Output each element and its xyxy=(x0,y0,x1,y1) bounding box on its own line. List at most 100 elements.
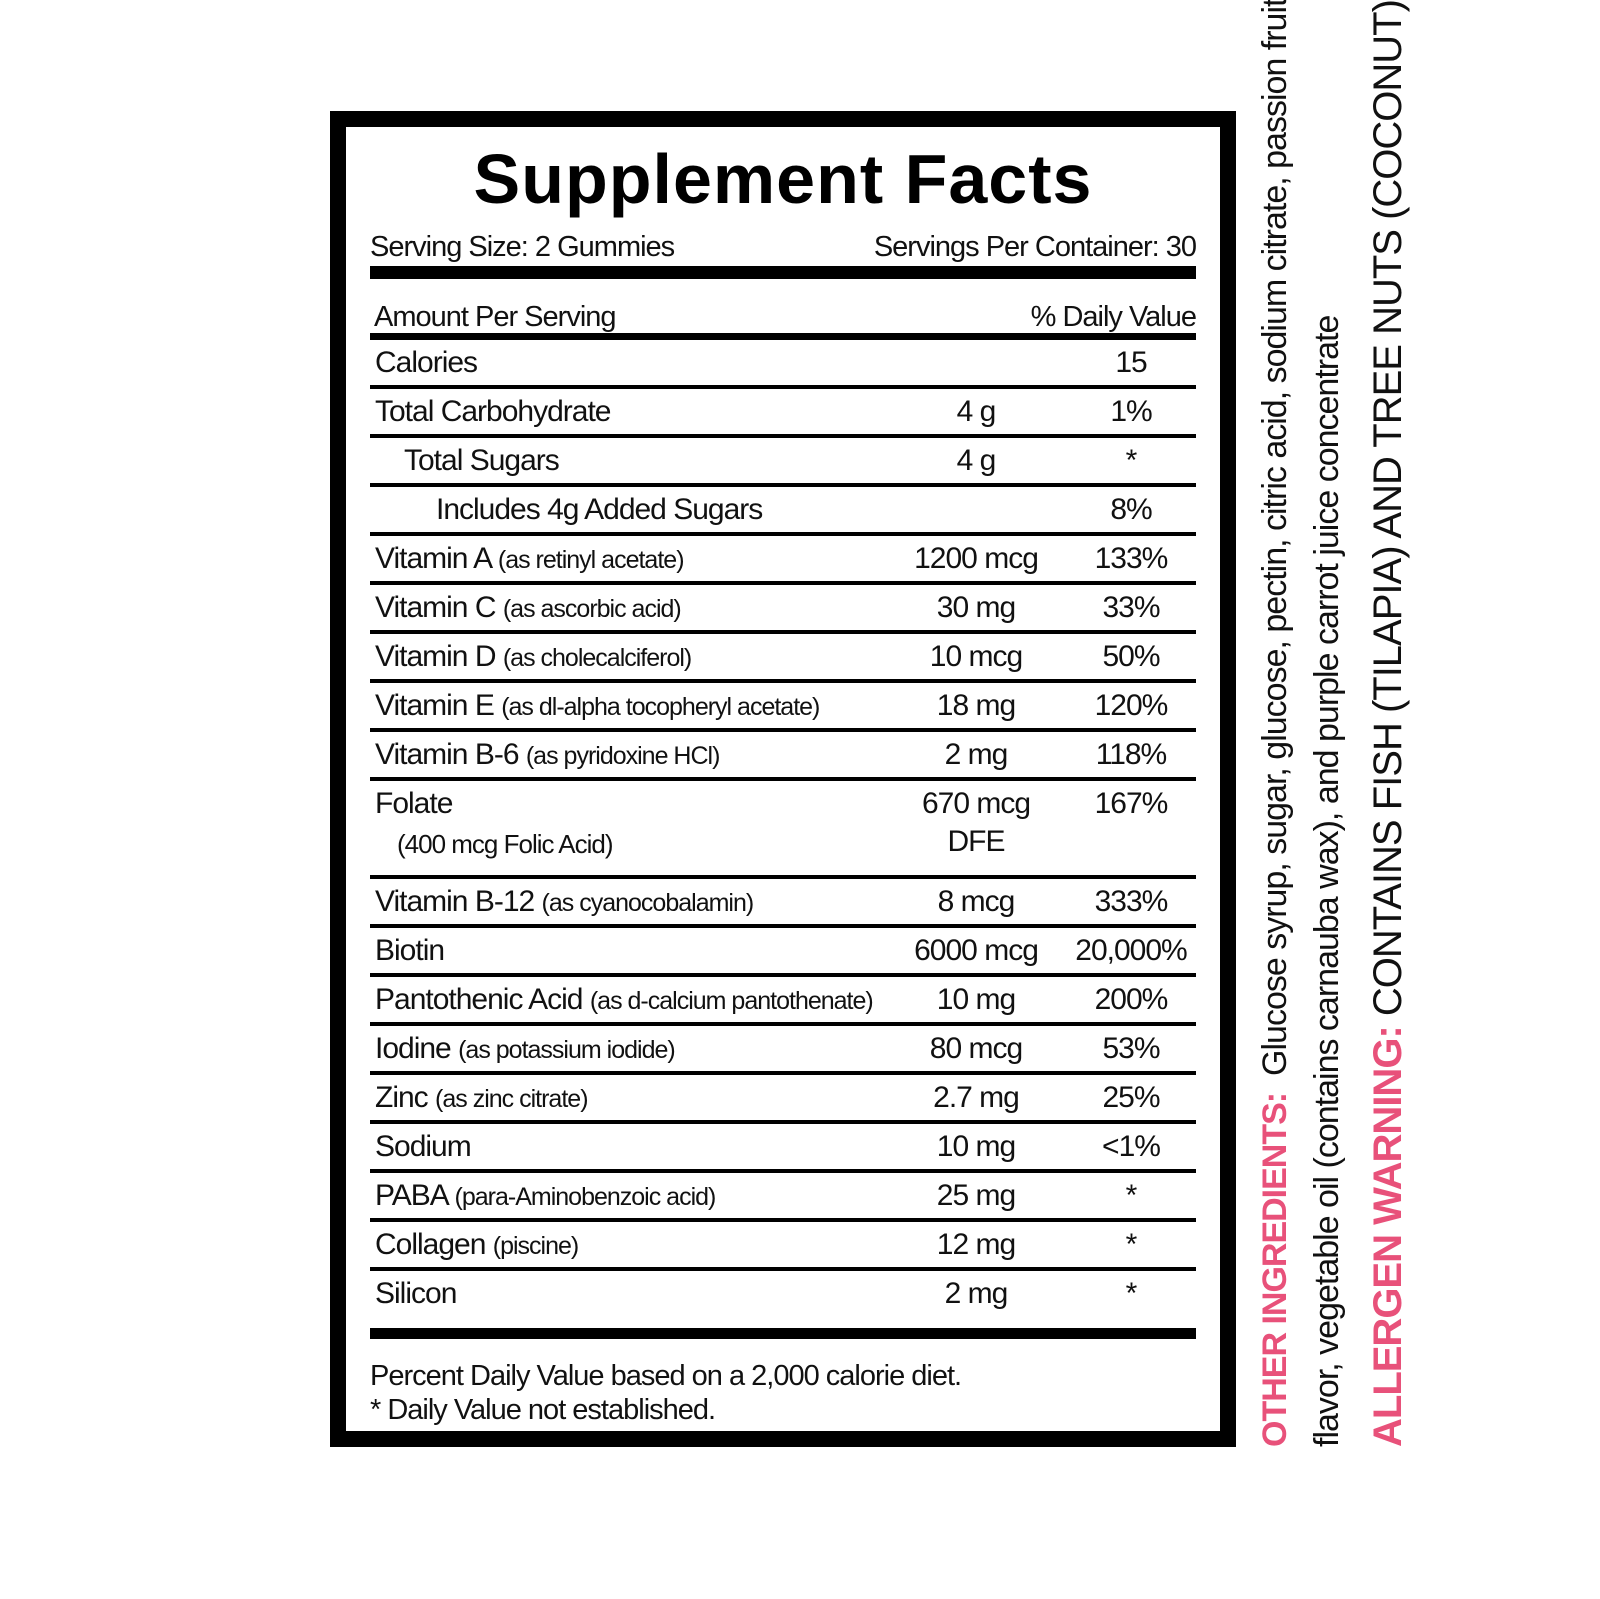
nutrient-name: Vitamin D xyxy=(375,640,496,673)
amount: 25 mg xyxy=(936,1179,1016,1212)
nutrient-source: (para-Aminobenzoic acid) xyxy=(454,1183,717,1211)
amount-cell: 4 g xyxy=(886,389,1066,429)
nutrient-row: Iodine (as potassium iodide) 80 mcg 53% xyxy=(370,1026,1196,1075)
amount: 6000 mcg xyxy=(914,934,1039,967)
amount-cell: 8 mcg xyxy=(886,879,1066,919)
nutrient-source: (as dl-alpha tocopheryl acetate) xyxy=(501,693,820,721)
amount-cell: 25 mg xyxy=(886,1173,1066,1213)
nutrient-source: (as cyanocobalamin) xyxy=(541,889,755,917)
amount-cell: 670 mcg DFE xyxy=(886,781,1066,859)
nutrient-source: (as d-calcium pantothenate) xyxy=(589,987,874,1015)
amount: 4 g xyxy=(956,444,997,477)
nutrient-name-cell: Zinc (as zinc citrate) xyxy=(370,1075,886,1115)
nutrient-name-cell: Vitamin B-6 (as pyridoxine HCl) xyxy=(370,732,886,772)
nutrient-row: Vitamin E (as dl-alpha tocopheryl acetat… xyxy=(370,683,1196,732)
serving-info: Serving Size: 2 Gummies Servings Per Con… xyxy=(370,231,1197,271)
column-header: Amount Per Serving % Daily Value xyxy=(370,301,1197,343)
nutrient-row: Vitamin A (as retinyl acetate) 1200 mcg 13… xyxy=(370,536,1196,585)
amount: 10 mg xyxy=(936,983,1016,1016)
nutrient-row: Total Carbohydrate 4 g 1% xyxy=(370,389,1196,438)
nutrient-source: (as potassium iodide) xyxy=(458,1036,676,1064)
daily-value: 53% xyxy=(1102,1032,1160,1065)
daily-value: 25% xyxy=(1102,1081,1160,1114)
nutrient-source: (as cholecalciferol) xyxy=(502,644,692,672)
daily-value: 133% xyxy=(1094,542,1169,575)
nutrient-row: Sodium 10 mg <1% xyxy=(370,1124,1196,1173)
nutrient-source: (as pyridoxine HCl) xyxy=(525,742,721,770)
nutrient-name-cell: Iodine (as potassium iodide) xyxy=(370,1026,886,1066)
amount-cell: 80 mcg xyxy=(886,1026,1066,1066)
allergen-label: ALLERGEN WARNING: xyxy=(1366,1026,1410,1447)
nutrient-name: Includes 4g Added Sugars xyxy=(436,493,763,526)
nutrient-name: PABA xyxy=(375,1179,448,1212)
amount: 10 mcg xyxy=(929,640,1023,673)
other-ingredients-line-1: OTHER INGREDIENTS: Glucose syrup, sugar,… xyxy=(1256,0,1295,1447)
daily-value: 33% xyxy=(1102,591,1160,624)
daily-value: <1% xyxy=(1102,1130,1161,1163)
nutrient-name: Iodine xyxy=(375,1032,452,1065)
medium-divider xyxy=(370,333,1196,340)
amount-cell: 4 g xyxy=(886,438,1066,478)
nutrient-name-cell: Vitamin E (as dl-alpha tocopheryl acetat… xyxy=(370,683,886,723)
amount-cell: 10 mg xyxy=(886,977,1066,1017)
daily-value: * xyxy=(1125,1277,1138,1310)
nutrient-name-cell: Biotin xyxy=(370,928,886,968)
amount: 1200 mcg xyxy=(914,542,1039,575)
footnote-daily-value: Percent Daily Value based on a 2,000 cal… xyxy=(370,1360,962,1392)
amount-cell: 2 mg xyxy=(886,1271,1066,1311)
nutrient-row: Pantothenic Acid (as d-calcium pantothen… xyxy=(370,977,1196,1026)
serving-size: Serving Size: 2 Gummies xyxy=(370,231,675,263)
nutrient-name: Sodium xyxy=(375,1130,472,1163)
nutrient-name-cell: Silicon xyxy=(370,1271,886,1311)
amount-unit: DFE xyxy=(947,825,1006,858)
panel-title: Supplement Facts xyxy=(473,140,1093,218)
amount: 670 mcg xyxy=(921,787,1031,820)
nutrient-source: (as ascorbic acid) xyxy=(502,595,682,623)
nutrient-name: Vitamin C xyxy=(375,591,496,624)
nutrient-row: Vitamin B-6 (as pyridoxine HCl) 2 mg 118% xyxy=(370,732,1196,781)
amount: 2 mg xyxy=(944,738,1009,771)
amount: 2 mg xyxy=(944,1277,1009,1310)
nutrient-row: Vitamin B-12 (as cyanocobalamin) 8 mcg 333… xyxy=(370,879,1196,928)
daily-value: 15 xyxy=(1115,346,1147,379)
amount-cell: 18 mg xyxy=(886,683,1066,723)
amount-cell: 30 mg xyxy=(886,585,1066,625)
servings-per-container: Servings Per Container: 30 xyxy=(873,231,1197,263)
daily-value: * xyxy=(1125,444,1138,477)
nutrient-name: Vitamin B-12 xyxy=(375,885,535,918)
daily-value: 50% xyxy=(1102,640,1160,673)
supplement-facts-panel: Supplement Facts Serving Size: 2 Gummies… xyxy=(330,111,1236,1447)
amount-cell: 10 mcg xyxy=(886,634,1066,674)
amount-cell: 6000 mcg xyxy=(886,928,1066,968)
daily-value: 8% xyxy=(1110,493,1152,526)
nutrient-name-cell: Sodium xyxy=(370,1124,886,1164)
nutrient-row: Vitamin D (as cholecalciferol) 10 mcg 50% xyxy=(370,634,1196,683)
nutrient-row: PABA (para-Aminobenzoic acid) 25 mg * xyxy=(370,1173,1196,1222)
nutrient-name: Calories xyxy=(375,346,478,379)
other-ingredients-label: OTHER INGREDIENTS: xyxy=(1256,1092,1294,1447)
daily-value: 1% xyxy=(1110,395,1152,428)
nutrient-row: Collagen (piscine) 12 mg * xyxy=(370,1222,1196,1271)
nutrient-name-cell: Vitamin B-12 (as cyanocobalamin) xyxy=(370,879,886,919)
nutrient-name: Zinc xyxy=(375,1081,429,1114)
nutrient-source: (as retinyl acetate) xyxy=(497,546,685,574)
daily-value: 167% xyxy=(1094,787,1169,820)
nutrient-name-cell: Calories xyxy=(370,340,886,380)
amount: 8 mcg xyxy=(937,885,1016,918)
nutrient-name: Folate xyxy=(375,787,453,820)
nutrient-name-cell: Vitamin C (as ascorbic acid) xyxy=(370,585,886,625)
nutrient-name: Collagen xyxy=(375,1228,486,1261)
nutrient-name: Total Carbohydrate xyxy=(375,395,611,428)
footnotes: Percent Daily Value based on a 2,000 cal… xyxy=(370,1359,1196,1427)
allergen-text: CONTAINS FISH (TILAPIA) AND TREE NUTS (C… xyxy=(1366,0,1410,1017)
amount-cell: 1200 mcg xyxy=(886,536,1066,576)
daily-value-label: % Daily Value xyxy=(1030,301,1197,333)
nutrient-source: (400 mcg Folic Acid) xyxy=(397,829,614,859)
amount-cell: 12 mg xyxy=(886,1222,1066,1262)
amount-per-serving-label: Amount Per Serving xyxy=(374,301,617,333)
nutrient-row: Biotin 6000 mcg 20,000% xyxy=(370,928,1196,977)
daily-value: * xyxy=(1125,1228,1138,1261)
daily-value: * xyxy=(1125,1179,1138,1212)
nutrient-name-cell: Vitamin D (as cholecalciferol) xyxy=(370,634,886,674)
nutrient-name: Vitamin E xyxy=(375,689,495,722)
